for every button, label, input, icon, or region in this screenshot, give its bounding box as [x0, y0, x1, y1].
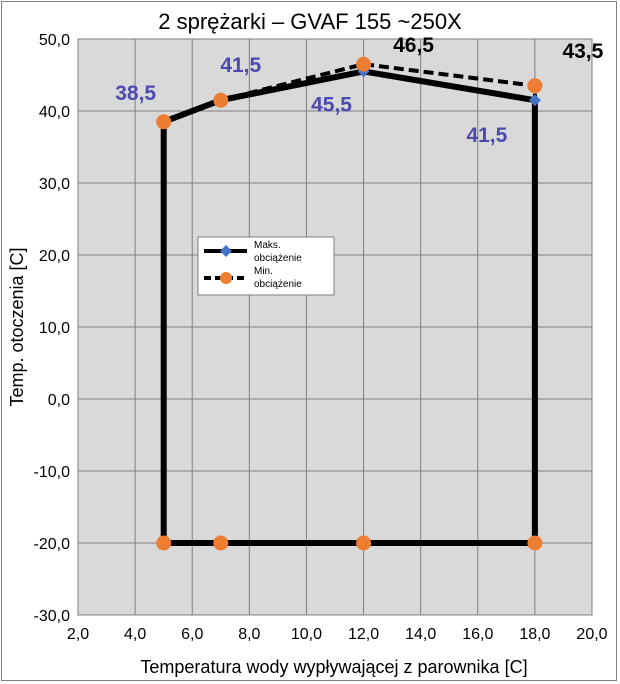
- x-tick-label: 14,0: [405, 626, 436, 643]
- data-label: 46,5: [393, 34, 434, 57]
- tick-labels: 2,0 4,0 6,0 8,0 10,0 12,0 14,0 16,0 18,0 20,0 50,0…: [34, 32, 608, 643]
- x-tick-label: 16,0: [462, 626, 493, 643]
- y-tick-label: -20,0: [34, 536, 71, 553]
- min-load-point: [527, 535, 543, 551]
- legend-label-min-1: Min.: [254, 266, 273, 277]
- legend: Maks. obciążenie Min. obciążenie: [197, 236, 335, 296]
- x-tick-label: 10,0: [291, 626, 322, 643]
- min-load-point: [156, 535, 172, 551]
- min-load-point: [213, 535, 229, 551]
- y-tick-label: 30,0: [39, 176, 70, 193]
- legend-marker-max: [220, 245, 232, 257]
- min-load-point: [356, 535, 372, 551]
- y-tick-label: -30,0: [34, 608, 71, 625]
- data-label: 41,5: [220, 54, 261, 77]
- x-tick-label: 8,0: [238, 626, 260, 643]
- legend-marker-min: [220, 272, 232, 284]
- y-tick-label: 10,0: [39, 320, 70, 337]
- x-tick-label: 4,0: [124, 626, 146, 643]
- data-labels: 38,5 41,5 45,5 46,5 41,5 43,5: [115, 34, 603, 147]
- min-load-point: [356, 56, 372, 72]
- y-tick-label: 0,0: [48, 392, 70, 409]
- series-layer: [156, 56, 543, 551]
- x-tick-label: 12,0: [348, 626, 379, 643]
- data-label: 45,5: [311, 93, 352, 116]
- x-tick-label: 2,0: [67, 626, 89, 643]
- x-tick-label: 6,0: [181, 626, 203, 643]
- data-label: 43,5: [562, 40, 603, 63]
- x-axis-title: Temperatura wody wypływającej z parownik…: [140, 657, 527, 677]
- legend-label-max-1: Maks.: [254, 240, 281, 251]
- legend-label-min-2: obciążenie: [254, 279, 302, 290]
- data-label: 38,5: [115, 82, 156, 105]
- y-tick-label: 50,0: [39, 32, 70, 49]
- max-load-point: [528, 94, 541, 107]
- x-tick-label: 18,0: [519, 626, 550, 643]
- data-label: 41,5: [466, 124, 507, 147]
- legend-label-max-2: obciążenie: [254, 253, 302, 264]
- legend-box: [197, 236, 335, 296]
- x-tick-label: 20,0: [576, 626, 607, 643]
- min-load-point: [213, 92, 229, 108]
- y-tick-label: 20,0: [39, 248, 70, 265]
- min-load-point: [527, 78, 543, 94]
- chart-title: 2 sprężarki – GVAF 155 ~250X: [158, 9, 462, 34]
- y-tick-label: 40,0: [39, 104, 70, 121]
- y-axis-title: Temp. otoczenia [C]: [7, 247, 27, 406]
- y-tick-label: -10,0: [34, 464, 71, 481]
- min-load-point: [156, 114, 172, 130]
